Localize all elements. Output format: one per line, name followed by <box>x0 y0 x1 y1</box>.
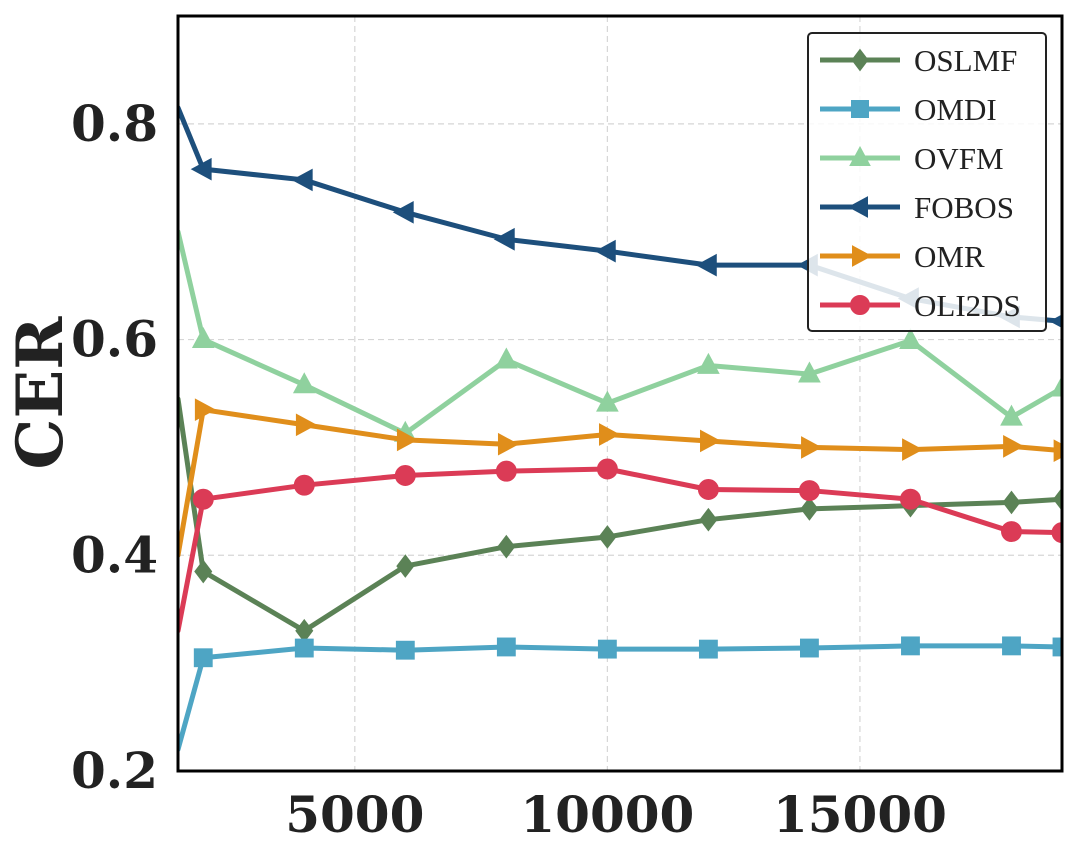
data-point-marker <box>699 507 718 532</box>
data-point-marker <box>1000 404 1023 426</box>
data-point-marker <box>194 559 213 584</box>
plot-frame <box>176 14 1064 773</box>
data-point-marker <box>899 328 922 350</box>
data-point-marker <box>191 326 215 348</box>
data-point-marker <box>851 48 869 72</box>
data-point-marker <box>798 480 820 502</box>
data-point-marker <box>394 464 416 486</box>
data-point-marker <box>395 640 415 660</box>
data-point-marker <box>495 347 518 369</box>
data-point-marker <box>396 428 418 452</box>
data-point-marker <box>801 436 823 459</box>
data-point-marker <box>1050 375 1062 397</box>
data-point-marker <box>1049 314 1062 329</box>
data-point-marker <box>850 295 870 315</box>
legend-label: OLI2DS <box>914 288 1021 323</box>
data-point-marker <box>800 638 819 658</box>
series-ovfm <box>178 229 1062 442</box>
data-point-marker <box>1002 490 1021 515</box>
legend-label: OVFM <box>914 141 1004 176</box>
x-tick-label: 5000 <box>285 785 424 844</box>
series-oli2ds <box>178 458 1062 634</box>
data-point-marker <box>294 638 314 658</box>
data-point-marker <box>495 460 517 482</box>
data-point-marker <box>698 639 718 659</box>
data-point-marker <box>596 390 619 412</box>
legend-label: OSLMF <box>914 43 1017 78</box>
data-point-marker <box>849 145 871 166</box>
data-point-marker <box>597 639 617 659</box>
y-axis-title: CER <box>3 316 78 470</box>
data-point-marker <box>291 168 313 192</box>
y-tick-label: 0.6 <box>71 310 158 369</box>
y-tick-label: 0.8 <box>71 94 158 153</box>
data-point-marker <box>798 361 821 383</box>
legend-item: OVFM <box>820 141 1004 176</box>
data-point-marker <box>1052 487 1062 512</box>
data-point-marker <box>1051 522 1062 544</box>
data-point-marker <box>192 488 214 510</box>
data-point-marker <box>497 534 516 559</box>
y-tick-label: 0.2 <box>71 741 158 800</box>
legend-item: OLI2DS <box>820 288 1021 323</box>
data-point-marker <box>847 196 868 218</box>
data-point-marker <box>497 432 519 456</box>
data-point-marker <box>596 458 618 480</box>
data-point-marker <box>901 636 920 656</box>
data-point-marker <box>396 554 415 578</box>
series-omdi <box>178 636 1062 752</box>
legend-item: OMR <box>820 239 985 274</box>
legend-label: OMDI <box>914 92 997 127</box>
data-point-marker <box>598 423 620 446</box>
data-point-marker <box>190 157 212 181</box>
data-point-marker <box>800 497 819 521</box>
series-omr <box>178 398 1062 558</box>
data-point-marker <box>295 413 317 437</box>
legend-item: OMDI <box>820 92 997 127</box>
x-tick-label: 15000 <box>773 785 947 844</box>
legend-label: OMR <box>914 239 985 274</box>
data-point-marker <box>852 245 873 267</box>
data-point-marker <box>598 525 617 549</box>
tick-labels: 5000 10000 15000 0.2 0.4 0.6 0.8 <box>71 94 947 844</box>
legend-item: OSLMF <box>820 43 1017 78</box>
y-tick-label: 0.4 <box>71 525 158 584</box>
data-point-marker <box>594 239 616 263</box>
data-point-marker <box>392 200 414 224</box>
data-point-marker <box>496 637 516 657</box>
data-point-marker <box>902 438 924 461</box>
data-point-marker <box>697 352 720 374</box>
data-point-marker <box>292 372 316 394</box>
data-point-marker <box>851 100 869 118</box>
data-point-marker <box>1001 521 1022 543</box>
data-point-marker <box>493 227 515 251</box>
legend: OSLMF OMDI OVFM FOBOS OMR OLI2DS <box>807 32 1047 332</box>
data-point-marker <box>700 429 722 453</box>
data-point-marker <box>697 479 719 500</box>
data-point-marker <box>695 253 717 277</box>
data-point-marker <box>1002 636 1021 656</box>
data-point-marker <box>1003 435 1025 458</box>
legend-item: FOBOS <box>820 190 1014 225</box>
series-group <box>178 105 1062 752</box>
data-point-marker <box>193 648 213 668</box>
legend-label: FOBOS <box>914 190 1014 225</box>
x-tick-label: 10000 <box>520 785 694 844</box>
data-point-marker <box>1053 439 1062 463</box>
data-point-marker <box>899 488 921 510</box>
data-point-marker <box>194 398 216 422</box>
data-point-marker <box>293 474 315 496</box>
